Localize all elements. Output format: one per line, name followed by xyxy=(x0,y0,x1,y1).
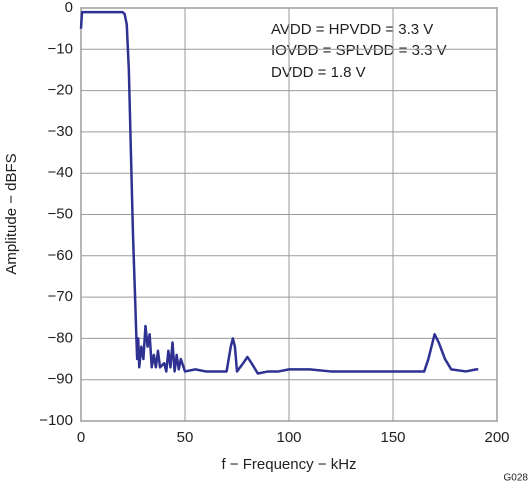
annotation: IOVDD = SPLVDD = 3.3 V xyxy=(271,42,447,59)
y-tick-label: −90 xyxy=(48,371,73,388)
annotation: DVDD = 1.8 V xyxy=(271,64,366,81)
x-tick-label: 0 xyxy=(77,429,85,446)
data-line xyxy=(79,10,479,375)
y-tick-label: −40 xyxy=(48,164,73,181)
x-tick-label: 150 xyxy=(380,429,405,446)
y-tick-label: 0 xyxy=(65,0,73,16)
y-tick-label: −20 xyxy=(48,82,73,99)
x-tick-label: 50 xyxy=(177,429,194,446)
y-axis-title: Amplitude − dBFS xyxy=(3,153,20,274)
y-tick-label: −60 xyxy=(48,247,73,264)
x-axis-title: f − Frequency − kHz xyxy=(221,456,356,473)
y-tick-label: −10 xyxy=(48,40,73,57)
x-tick-label: 100 xyxy=(276,429,301,446)
y-tick-label: −80 xyxy=(48,329,73,346)
figure-id: G028 xyxy=(504,473,529,484)
y-tick-label: −70 xyxy=(48,288,73,305)
x-tick-label: 200 xyxy=(484,429,509,446)
y-tick-label: −30 xyxy=(48,123,73,140)
y-tick-label: −100 xyxy=(39,412,73,429)
annotation: AVDD = HPVDD = 3.3 V xyxy=(271,21,433,38)
y-tick-label: −50 xyxy=(48,205,73,222)
